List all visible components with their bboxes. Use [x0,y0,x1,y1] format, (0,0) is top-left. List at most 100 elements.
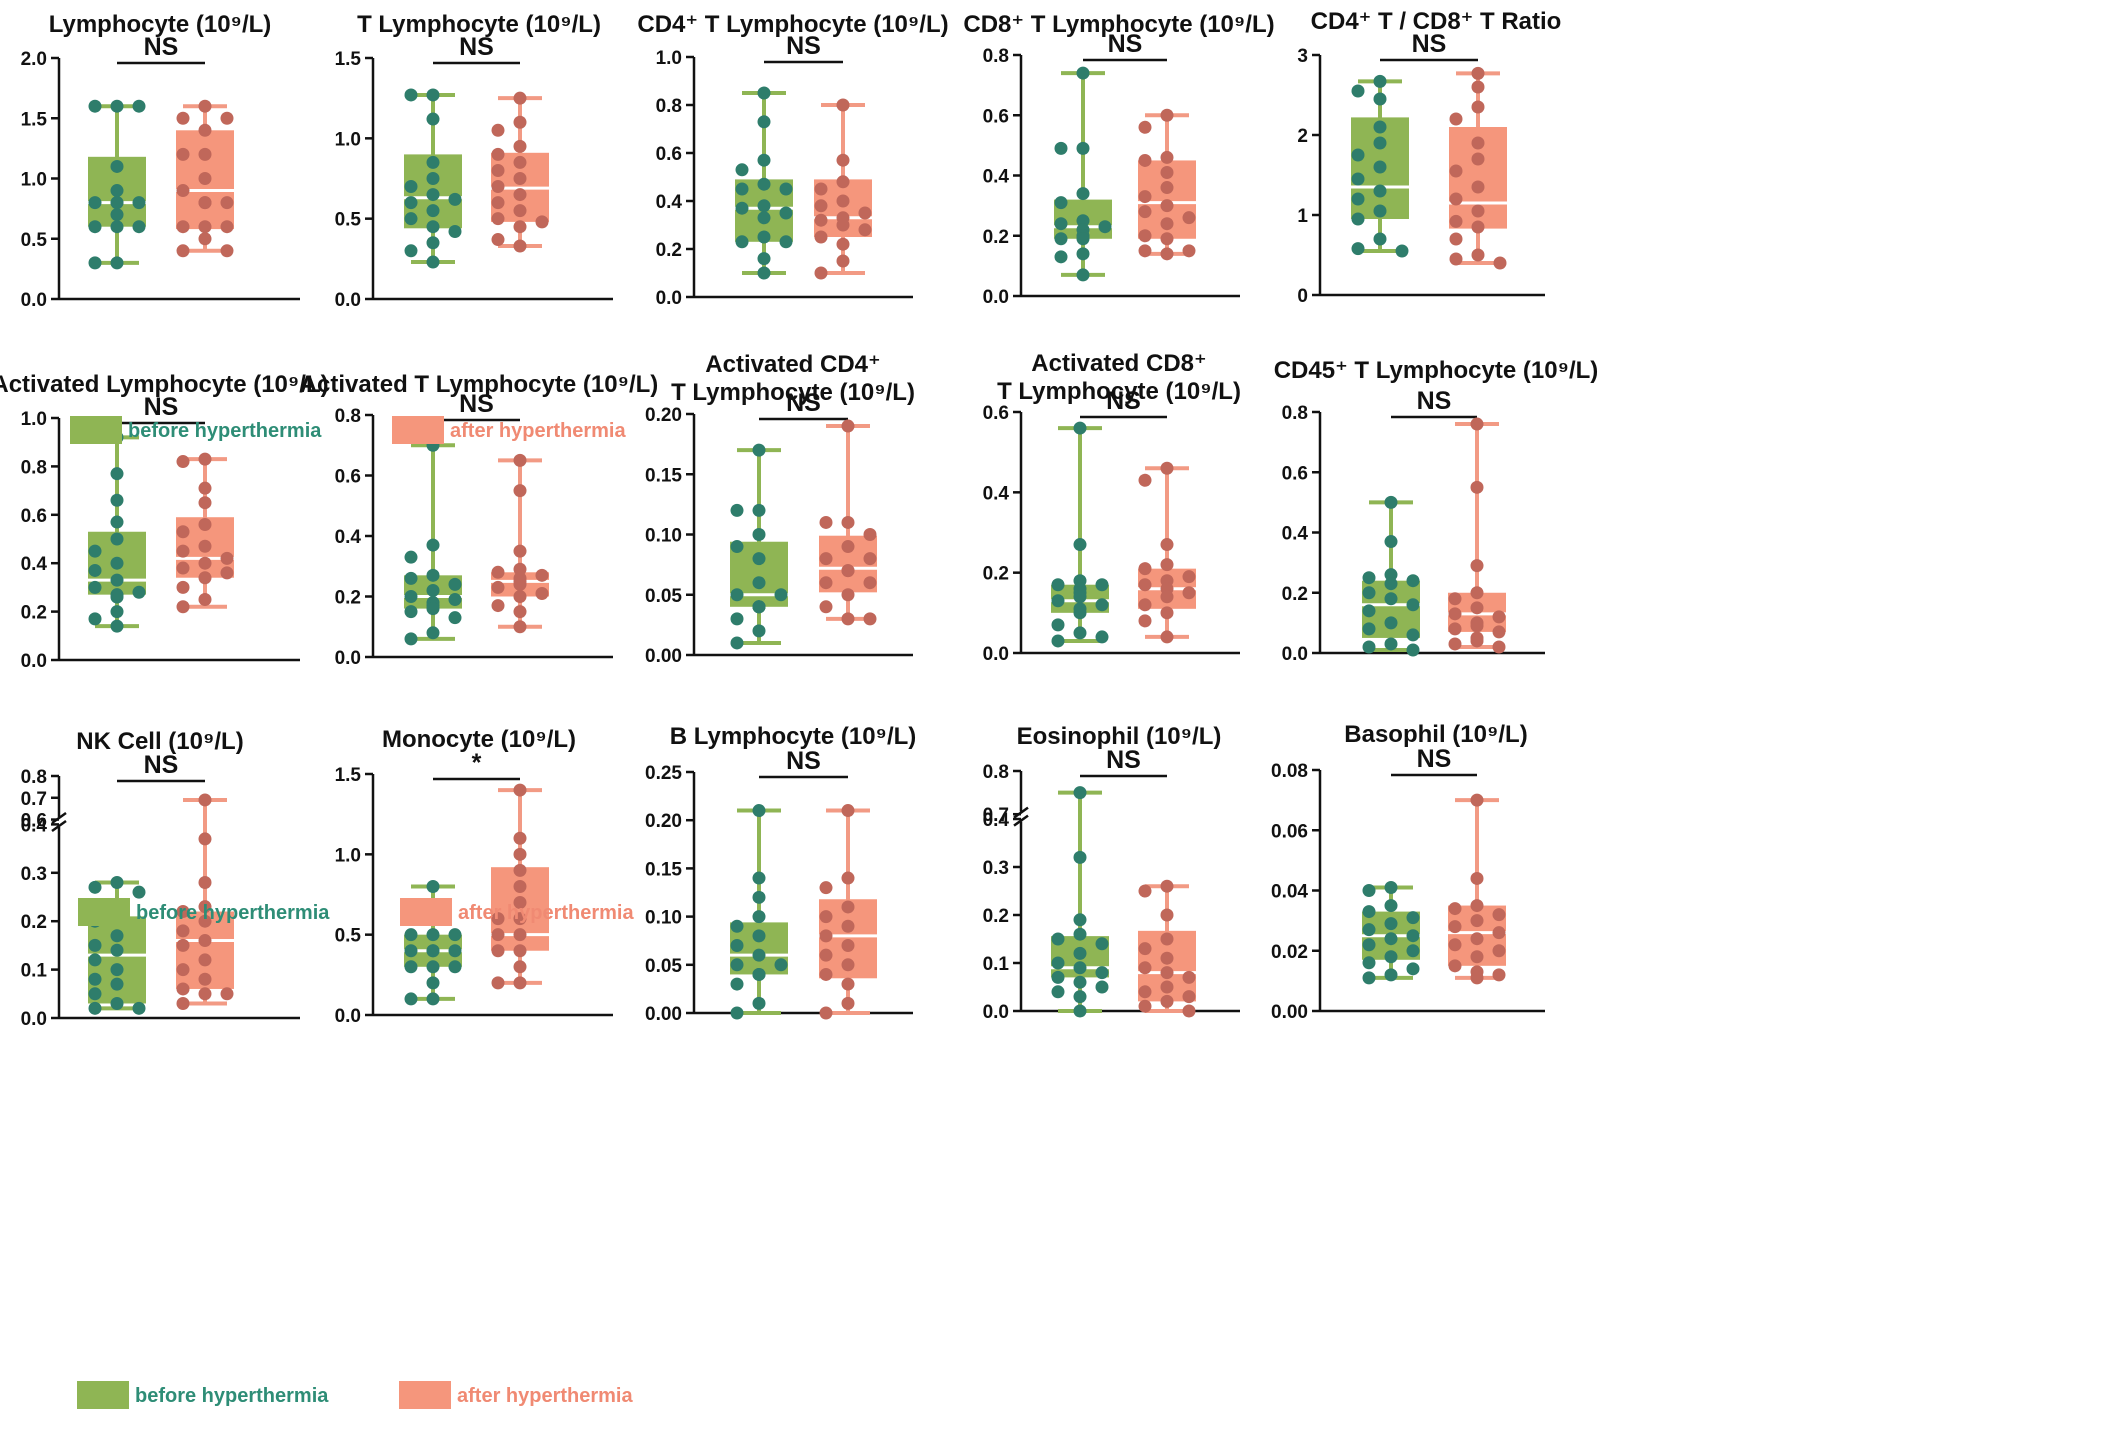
data-point [1470,480,1484,494]
panel-title: CD4⁺ T Lymphocyte (10⁹/L) [637,11,948,38]
data-point [752,890,766,904]
data-point [1138,473,1152,487]
data-point [1470,971,1484,985]
data-point [1138,153,1152,167]
y-tick-label: 0.0 [983,644,1009,665]
data-point [198,196,212,210]
data-point [448,611,462,625]
data-point [448,593,462,607]
data-point [132,220,146,234]
data-point [752,576,766,590]
data-point [426,188,440,202]
data-point [1160,630,1174,644]
data-point [1373,120,1387,134]
data-point [730,939,744,953]
data-point [426,204,440,218]
data-point [404,180,418,194]
y-tick-label: 0.08 [1271,761,1308,782]
data-point [198,914,212,928]
data-point [404,605,418,619]
significance-label: NS [144,33,179,61]
data-point [1406,929,1420,943]
data-point [1138,985,1152,999]
box-before [404,438,462,646]
data-point [1076,247,1090,261]
data-point [88,196,102,210]
data-point [513,562,527,576]
data-point [176,455,190,469]
y-tick-label: 0.7 [21,789,47,810]
data-point [220,196,234,210]
data-point [110,996,124,1010]
data-point [1492,625,1506,639]
data-point [176,184,190,198]
box-after [1138,879,1196,1018]
data-point [1362,956,1376,970]
data-point [110,515,124,529]
data-point [110,532,124,546]
y-tick-label: 0.8 [1282,403,1308,424]
data-point [819,576,833,590]
data-point [1073,590,1087,604]
data-point [1384,932,1398,946]
data-point [426,583,440,597]
panel-title: CD8⁺ T Lymphocyte (10⁹/L) [963,11,1274,38]
data-point [1054,217,1068,231]
data-point [1160,590,1174,604]
data-point [1160,538,1174,552]
data-point [1384,568,1398,582]
data-point [752,910,766,924]
data-point [1362,604,1376,618]
box-before [88,99,146,270]
data-point [535,568,549,582]
data-point [110,493,124,507]
data-point [513,928,527,942]
data-point [176,996,190,1010]
data-point [1471,248,1485,262]
data-point [448,960,462,974]
data-point [1449,192,1463,206]
data-point [491,180,505,194]
data-point [198,900,212,914]
data-point [730,612,744,626]
data-point [176,111,190,125]
data-point [404,590,418,603]
significance-label: NS [1106,746,1141,774]
data-point [513,139,527,153]
data-point [513,91,527,105]
data-point [404,944,418,958]
data-point [176,600,190,614]
data-point [1492,610,1506,624]
data-point [1073,786,1087,800]
y-tick-label: 0.2 [21,912,47,933]
data-point [1362,923,1376,937]
data-point [198,517,212,531]
data-point [513,239,527,253]
data-point [110,977,124,991]
data-point [513,453,527,467]
data-point [1406,574,1420,588]
data-point [735,201,749,215]
data-point [841,804,855,818]
data-point [535,215,549,229]
data-point [198,496,212,510]
data-point [404,212,418,226]
data-point [752,443,766,457]
data-point [491,233,505,247]
data-point [730,958,744,972]
data-point [176,924,190,938]
data-point [110,573,124,587]
y-tick-label: 0.8 [983,762,1009,783]
box-after [819,804,877,1020]
y-tick-label: 1.0 [656,48,682,69]
panel-14: Eosinophil (10⁹/L) 0.0 0.1 0.2 0.3 0.40.7 0.8 N… [983,723,1240,1023]
data-point [836,237,850,251]
data-point [1373,136,1387,150]
data-point [1448,902,1462,916]
data-point [1384,535,1398,549]
legend-row-1: before hyperthermia after hyperthermia [70,416,626,444]
data-point [841,900,855,914]
data-point [1160,980,1174,994]
data-point [757,252,771,266]
data-point [198,934,212,948]
